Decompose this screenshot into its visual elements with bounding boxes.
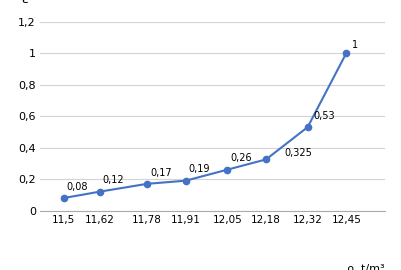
Text: 0,12: 0,12 — [103, 176, 124, 185]
Text: 0,19: 0,19 — [189, 164, 210, 174]
Text: 0,08: 0,08 — [67, 182, 88, 192]
Text: 1: 1 — [352, 40, 358, 50]
Text: 0,325: 0,325 — [284, 148, 312, 158]
Text: 0,17: 0,17 — [150, 167, 172, 178]
Text: 0,53: 0,53 — [314, 111, 335, 121]
Text: ε: ε — [21, 0, 28, 6]
Text: 0,26: 0,26 — [230, 153, 252, 163]
Text: ρ, t/m³: ρ, t/m³ — [347, 264, 385, 270]
